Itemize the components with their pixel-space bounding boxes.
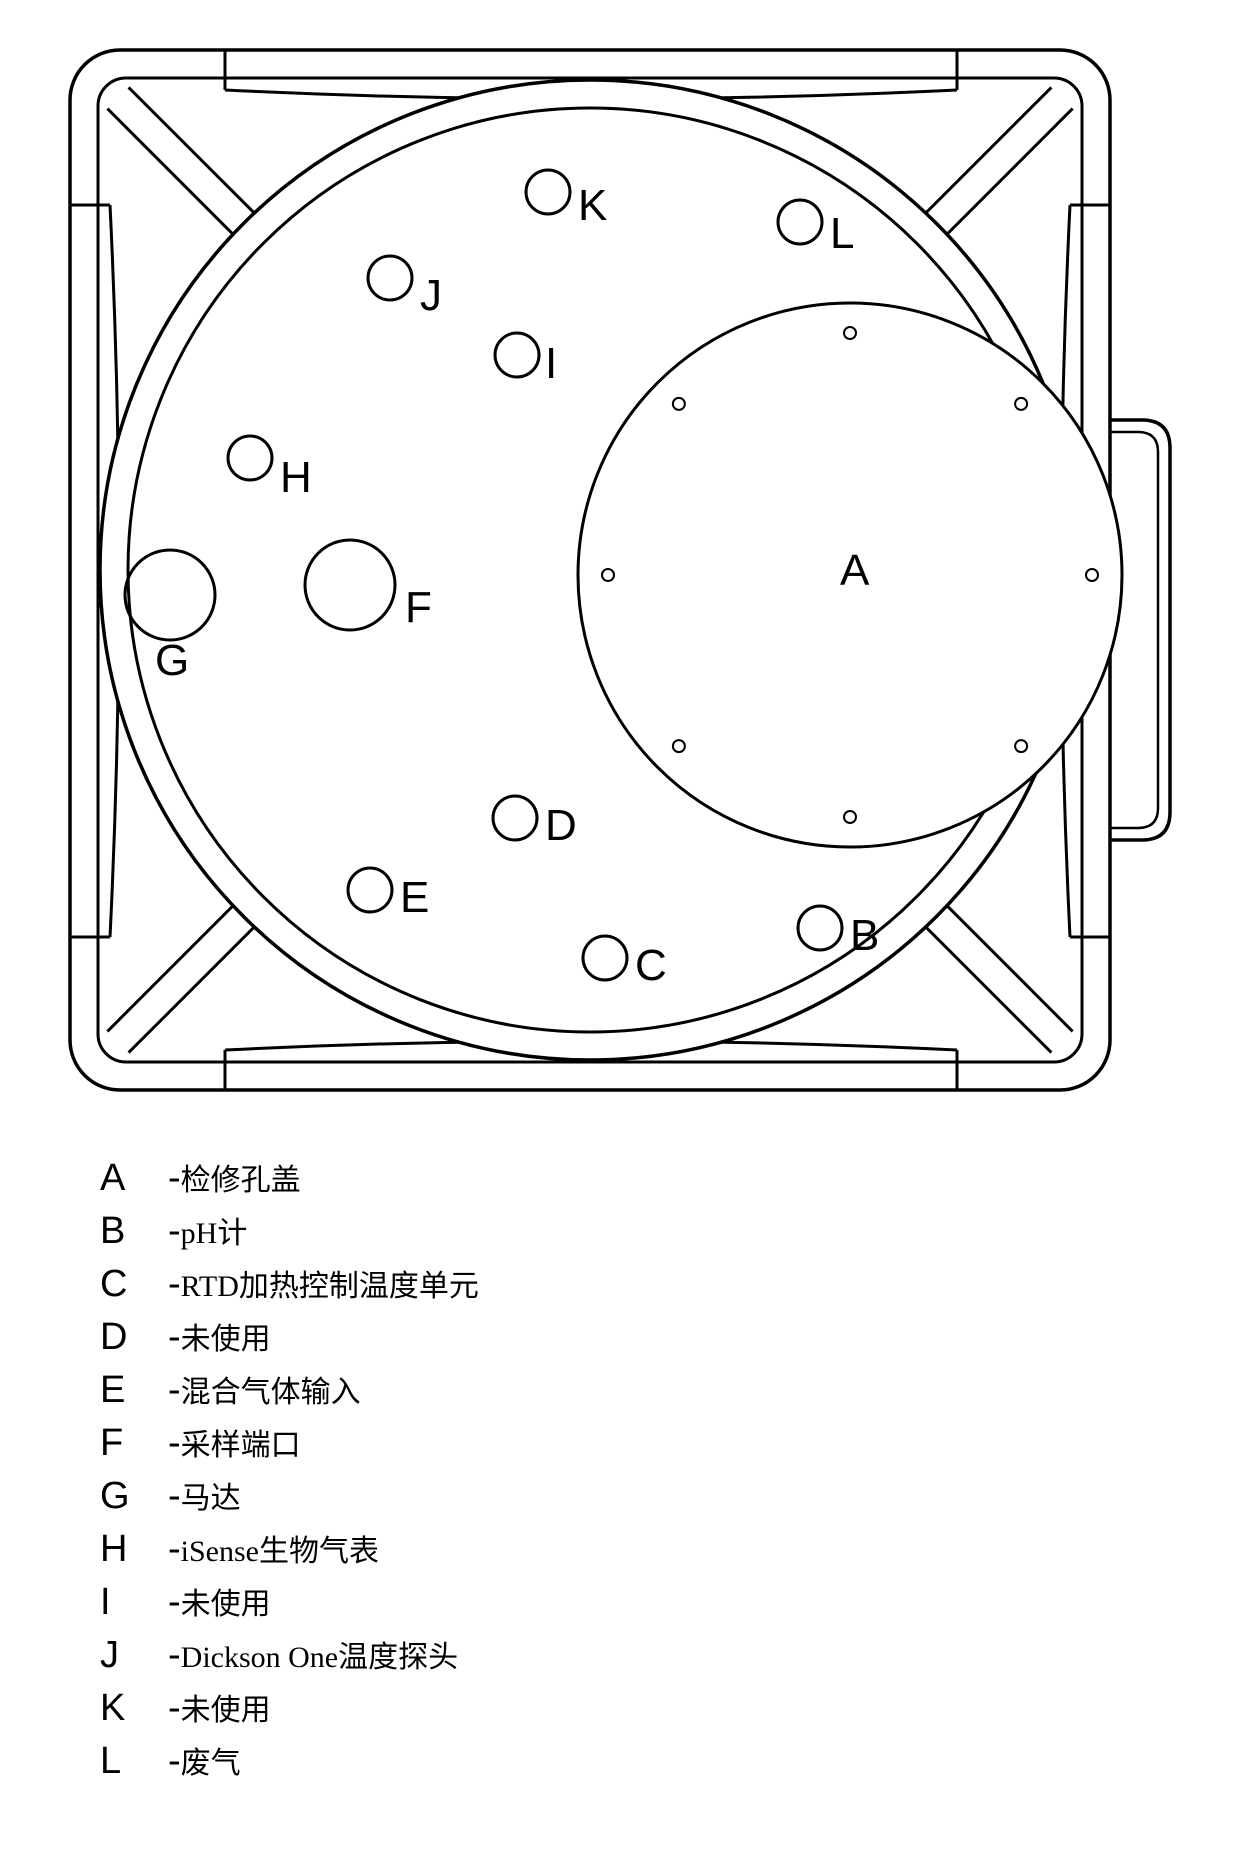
legend-letter: J <box>100 1634 168 1677</box>
legend-row-h: H - iSense生物气表 <box>100 1526 1200 1571</box>
port-label-i: I <box>545 339 557 388</box>
legend-dash: - <box>168 1263 181 1306</box>
legend: A - 检修孔盖 B - pH计 C - RTD加热控制温度单元 D - 未使用 E -… <box>100 1155 1200 1783</box>
legend-letter: I <box>100 1581 168 1624</box>
legend-letter: A <box>100 1157 168 1200</box>
legend-letter: F <box>100 1422 168 1465</box>
legend-dash: - <box>168 1581 181 1624</box>
legend-text: 采样端口 <box>181 1420 301 1464</box>
legend-text: 未使用 <box>181 1314 271 1358</box>
diagram-container: A B C D E F G H I J K L <box>40 20 1200 1125</box>
legend-row-j: J - Dickson One温度探头 <box>100 1632 1200 1677</box>
legend-text: Dickson One温度探头 <box>181 1632 458 1676</box>
legend-text: RTD加热控制温度单元 <box>181 1261 479 1305</box>
legend-dash: - <box>168 1369 181 1412</box>
legend-dash: - <box>168 1528 181 1571</box>
legend-letter: L <box>100 1740 168 1783</box>
legend-dash: - <box>168 1475 181 1518</box>
port-label-e: E <box>400 873 429 922</box>
legend-row-a: A - 检修孔盖 <box>100 1155 1200 1200</box>
legend-dash: - <box>168 1634 181 1677</box>
legend-dash: - <box>168 1210 181 1253</box>
legend-row-c: C - RTD加热控制温度单元 <box>100 1261 1200 1306</box>
port-label-k: K <box>578 181 607 230</box>
legend-letter: G <box>100 1475 168 1518</box>
legend-letter: B <box>100 1210 168 1253</box>
port-label-j: J <box>420 271 442 320</box>
port-label-f: F <box>405 583 432 632</box>
port-label-d: D <box>545 801 577 850</box>
legend-text: 未使用 <box>181 1685 271 1729</box>
legend-text: 马达 <box>181 1473 241 1517</box>
legend-row-d: D - 未使用 <box>100 1314 1200 1359</box>
port-label-h: H <box>280 453 312 502</box>
legend-text: 未使用 <box>181 1579 271 1623</box>
port-label-g: G <box>155 636 189 685</box>
legend-text: 混合气体输入 <box>181 1367 361 1411</box>
page: ABCDEFGHIJKL A - 检修孔盖B - pH计C - RTD加热控制温… <box>0 0 1240 1831</box>
legend-text: 检修孔盖 <box>181 1155 301 1199</box>
legend-row-e: E - 混合气体输入 <box>100 1367 1200 1412</box>
legend-row-l: L - 废气 <box>100 1738 1200 1783</box>
legend-text: 废气 <box>181 1738 241 1782</box>
legend-dash: - <box>168 1316 181 1359</box>
legend-dash: - <box>168 1422 181 1465</box>
legend-row-b: B - pH计 <box>100 1208 1200 1253</box>
legend-text: iSense生物气表 <box>181 1526 379 1570</box>
legend-row-k: K - 未使用 <box>100 1685 1200 1730</box>
legend-letter: D <box>100 1316 168 1359</box>
legend-letter: H <box>100 1528 168 1571</box>
top-view-diagram: A B C D E F G H I J K L <box>40 20 1200 1120</box>
legend-dash: - <box>168 1740 181 1783</box>
legend-letter: E <box>100 1369 168 1412</box>
port-label-b: B <box>850 911 879 960</box>
legend-letter: K <box>100 1687 168 1730</box>
port-label-l: L <box>830 209 854 258</box>
legend-text: pH计 <box>181 1208 248 1252</box>
legend-row-f: F - 采样端口 <box>100 1420 1200 1465</box>
legend-row-g: G - 马达 <box>100 1473 1200 1518</box>
legend-letter: C <box>100 1263 168 1306</box>
legend-dash: - <box>168 1157 181 1200</box>
legend-row-i: I - 未使用 <box>100 1579 1200 1624</box>
port-label-a: A <box>840 546 870 595</box>
legend-dash: - <box>168 1687 181 1730</box>
port-label-c: C <box>635 941 667 990</box>
